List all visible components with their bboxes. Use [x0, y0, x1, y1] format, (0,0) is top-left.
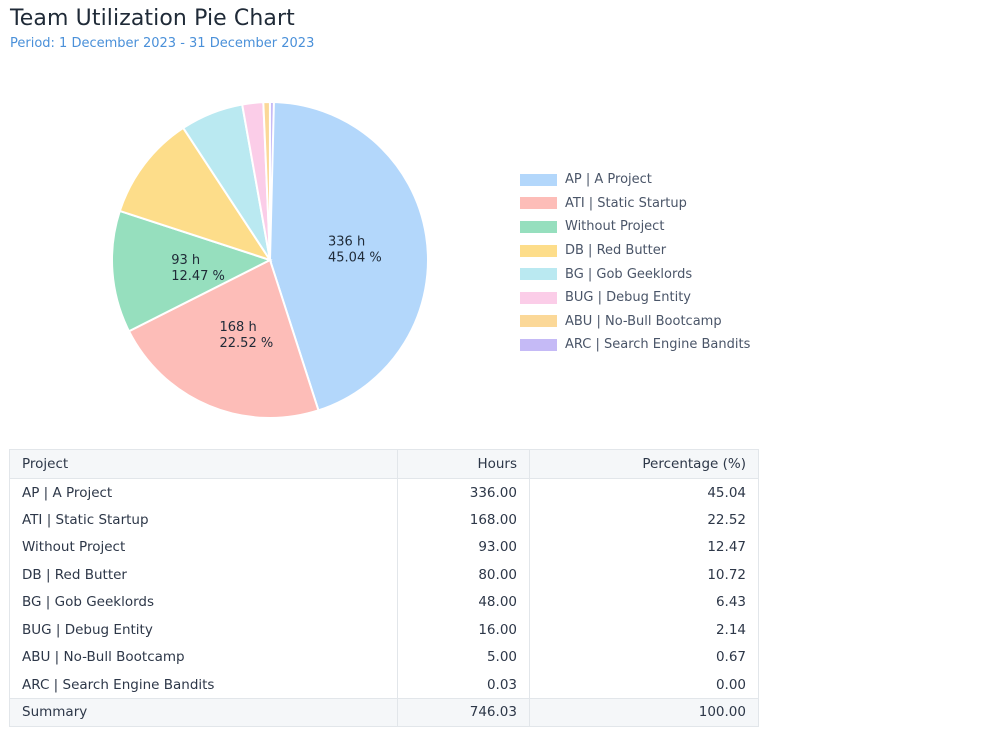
cell-percentage: 2.14: [529, 616, 759, 644]
slice-percentage-label: 12.47 %: [171, 269, 225, 284]
cell-hours: 16.00: [397, 616, 530, 644]
legend-swatch: [520, 268, 557, 281]
cell-hours: 336.00: [397, 478, 530, 506]
cell-percentage: 45.04: [529, 478, 759, 506]
chart-legend: AP | A Project ATI | Static Startup Withou…: [520, 168, 750, 357]
legend-swatch: [520, 291, 557, 304]
cell-hours: 93.00: [397, 533, 530, 561]
table-row: ARC | Search Engine Bandits 0.03 0.00: [9, 671, 759, 699]
legend-label: DB | Red Butter: [565, 243, 667, 259]
page-title: Team Utilization Pie Chart: [10, 6, 295, 31]
legend-swatch: [520, 244, 557, 257]
table-row: AP | A Project 336.00 45.04: [9, 478, 759, 506]
cell-hours: 168.00: [397, 506, 530, 534]
table-row: DB | Red Butter 80.00 10.72: [9, 561, 759, 589]
legend-swatch: [520, 338, 557, 351]
summary-label: Summary: [9, 698, 398, 727]
legend-swatch: [520, 315, 557, 328]
table-row: BG | Gob Geeklords 48.00 6.43: [9, 588, 759, 616]
legend-label: ABU | No-Bull Bootcamp: [565, 313, 722, 329]
header-percentage: Percentage (%): [529, 449, 759, 479]
cell-percentage: 12.47: [529, 533, 759, 561]
cell-project: ATI | Static Startup: [9, 506, 398, 534]
cell-percentage: 0.67: [529, 643, 759, 671]
cell-project: DB | Red Butter: [9, 561, 398, 589]
cell-hours: 5.00: [397, 643, 530, 671]
slice-hours-label: 336 h: [328, 235, 365, 250]
summary-row: Summary 746.03 100.00: [9, 698, 759, 727]
legend-item[interactable]: ABU | No-Bull Bootcamp: [520, 310, 750, 334]
utilization-table: Project Hours Percentage (%) AP | A Proj…: [9, 449, 759, 727]
cell-project: Without Project: [9, 533, 398, 561]
cell-percentage: 6.43: [529, 588, 759, 616]
pie-slice[interactable]: [111, 209, 273, 333]
table-header-row: Project Hours Percentage (%): [9, 449, 759, 479]
legend-swatch: [520, 220, 557, 233]
cell-percentage: 10.72: [529, 561, 759, 589]
legend-label: AP | A Project: [565, 172, 652, 188]
pie-slice[interactable]: [118, 126, 273, 262]
legend-item[interactable]: AP | A Project: [520, 168, 750, 192]
table-row: BUG | Debug Entity 16.00 2.14: [9, 616, 759, 644]
slice-percentage-label: 45.04 %: [328, 251, 382, 266]
pie-chart: 336 h45.04 % 168 h22.52 % 93 h12.47 %: [111, 100, 429, 419]
table-row: Without Project 93.00 12.47: [9, 533, 759, 561]
cell-hours: 48.00: [397, 588, 530, 616]
cell-project: AP | A Project: [9, 478, 398, 506]
legend-label: BUG | Debug Entity: [565, 290, 691, 306]
cell-percentage: 0.00: [529, 671, 759, 699]
legend-item[interactable]: BG | Gob Geeklords: [520, 262, 750, 286]
cell-hours: 0.03: [397, 671, 530, 699]
summary-hours: 746.03: [397, 698, 530, 727]
legend-swatch: [520, 197, 557, 210]
legend-label: Without Project: [565, 219, 665, 235]
legend-label: ARC | Search Engine Bandits: [565, 337, 751, 353]
legend-item[interactable]: ATI | Static Startup: [520, 192, 750, 216]
cell-project: BUG | Debug Entity: [9, 616, 398, 644]
cell-project: BG | Gob Geeklords: [9, 588, 398, 616]
slice-hours-label: 168 h: [220, 320, 257, 335]
pie-slice[interactable]: [269, 100, 429, 412]
pie-slice[interactable]: [268, 100, 275, 261]
period-subtitle: Period: 1 December 2023 - 31 December 20…: [10, 36, 315, 51]
header-hours: Hours: [397, 449, 530, 479]
legend-label: ATI | Static Startup: [565, 195, 687, 211]
table-row: ABU | No-Bull Bootcamp 5.00 0.67: [9, 643, 759, 671]
legend-item[interactable]: Without Project: [520, 215, 750, 239]
slice-hours-label: 93 h: [171, 253, 200, 268]
legend-item[interactable]: DB | Red Butter: [520, 239, 750, 263]
cell-project: ARC | Search Engine Bandits: [9, 671, 398, 699]
legend-item[interactable]: ARC | Search Engine Bandits: [520, 333, 750, 357]
cell-project: ABU | No-Bull Bootcamp: [9, 643, 398, 671]
cell-hours: 80.00: [397, 561, 530, 589]
summary-percentage: 100.00: [529, 698, 759, 727]
legend-item[interactable]: BUG | Debug Entity: [520, 286, 750, 310]
legend-label: BG | Gob Geeklords: [565, 266, 693, 282]
pie-slice[interactable]: [127, 258, 320, 419]
header-project: Project: [9, 449, 398, 479]
cell-percentage: 22.52: [529, 506, 759, 534]
legend-swatch: [520, 173, 557, 186]
table-row: ATI | Static Startup 168.00 22.52: [9, 506, 759, 534]
slice-percentage-label: 22.52 %: [220, 336, 274, 351]
